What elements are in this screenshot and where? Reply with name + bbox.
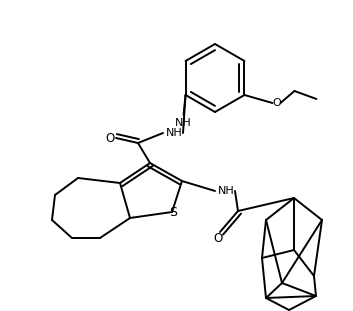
Text: NH: NH (166, 128, 183, 138)
Text: NH: NH (175, 118, 192, 128)
Text: O: O (213, 233, 223, 245)
Text: O: O (272, 98, 281, 108)
Text: S: S (169, 206, 177, 219)
Text: O: O (106, 132, 115, 145)
Text: NH: NH (218, 186, 234, 196)
